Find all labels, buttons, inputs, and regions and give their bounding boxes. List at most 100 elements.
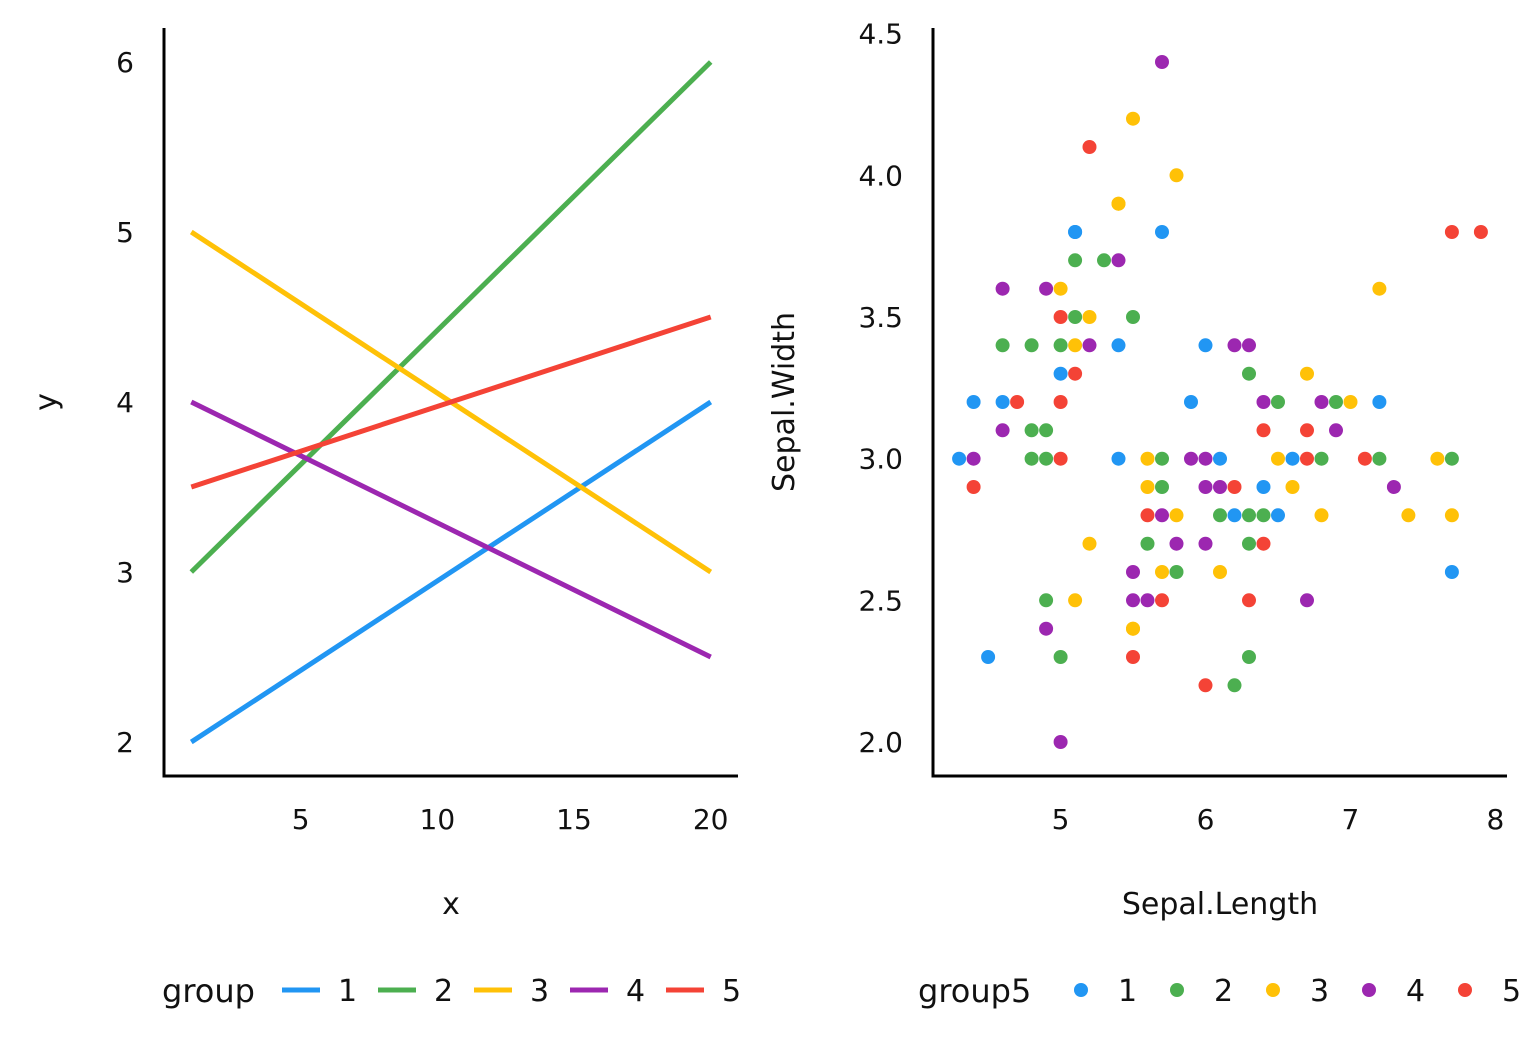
scatter-point	[966, 395, 981, 409]
scatter-point	[1111, 451, 1126, 466]
scatter-chart-x-axis-title: Sepal.Length	[1122, 887, 1318, 922]
scatter-point	[1053, 735, 1068, 749]
legend-label: 1	[338, 974, 357, 1009]
line-series-2	[189, 60, 713, 574]
scatter-point	[1444, 508, 1459, 523]
scatter-series-4	[966, 55, 1401, 749]
y-tick-label: 6	[116, 46, 134, 79]
legend-item-3: 3	[474, 974, 549, 1009]
scatter-point	[1256, 536, 1271, 551]
scatter-point	[1039, 593, 1054, 608]
scatter-point	[1444, 451, 1459, 466]
scatter-point	[1256, 508, 1271, 523]
scatter-point	[995, 338, 1010, 353]
line-chart-x-ticks: 5 10 15 20	[292, 803, 729, 836]
legend-item-2: 2	[1170, 974, 1233, 1009]
scatter-point	[1386, 480, 1401, 494]
scatter-point	[1372, 395, 1387, 409]
scatter-point	[1126, 621, 1140, 636]
y-tick-label: 3.5	[858, 301, 903, 334]
scatter-point	[1271, 508, 1285, 523]
legend-item-4: 4	[1362, 974, 1425, 1009]
legend-label: 3	[1310, 974, 1329, 1009]
scatter-point	[1271, 451, 1285, 466]
scatter-point	[1169, 565, 1184, 579]
scatter-point	[1444, 225, 1459, 239]
scatter-chart-points	[952, 55, 1488, 749]
scatter-point	[1285, 451, 1300, 466]
scatter-point	[1213, 565, 1227, 579]
line-series-4	[190, 399, 712, 660]
legend-key-dot	[1170, 983, 1184, 997]
line-series-1	[189, 399, 713, 745]
scatter-point	[1155, 225, 1169, 239]
scatter-point	[1126, 593, 1140, 608]
scatter-point	[1039, 423, 1054, 438]
scatter-point	[1140, 508, 1155, 523]
scatter-point	[1242, 650, 1256, 664]
scatter-point	[995, 395, 1010, 409]
scatter-point	[1097, 253, 1111, 268]
legend-label: 2	[434, 974, 453, 1009]
scatter-point	[1126, 650, 1140, 664]
legend-label: 3	[530, 974, 549, 1009]
legend-key-dot	[1074, 983, 1088, 997]
scatter-point	[1242, 508, 1256, 523]
legend-label: 4	[626, 974, 645, 1009]
scatter-point	[1111, 196, 1126, 211]
scatter-point	[1053, 338, 1068, 353]
scatter-point	[1126, 310, 1140, 324]
x-tick-label: 15	[556, 803, 592, 836]
scatter-point	[1068, 225, 1083, 239]
scatter-point	[1285, 480, 1300, 494]
scatter-point	[1155, 508, 1169, 523]
legend-item-2: 2	[378, 974, 453, 1009]
legend-label: 4	[1406, 974, 1425, 1009]
scatter-point	[1140, 536, 1155, 551]
line-chart-x-axis-title: x	[442, 887, 460, 922]
scatter-point	[1010, 395, 1025, 409]
scatter-point	[1314, 451, 1329, 466]
scatter-point	[1068, 310, 1083, 324]
scatter-point	[1126, 111, 1140, 126]
y-tick-label: 2	[116, 726, 134, 759]
y-tick-label: 4	[116, 386, 134, 419]
scatter-point	[1039, 451, 1054, 466]
scatter-point	[1068, 593, 1083, 608]
scatter-point	[1329, 423, 1343, 438]
legend-label: 2	[1214, 974, 1233, 1009]
legend-item-5: 5	[666, 974, 741, 1009]
scatter-point	[966, 480, 981, 494]
line-chart-y-axis-title: y	[29, 393, 64, 411]
scatter-point	[1213, 451, 1227, 466]
scatter-point	[1372, 281, 1387, 296]
scatter-point	[1227, 480, 1242, 494]
scatter-point	[1300, 423, 1314, 438]
legend-item-3: 3	[1266, 974, 1329, 1009]
scatter-point	[1053, 451, 1068, 466]
scatter-point	[1242, 593, 1256, 608]
scatter-point	[1024, 451, 1039, 466]
legend-item-1: 1	[282, 974, 357, 1009]
legend-key-dot	[1266, 983, 1280, 997]
scatter-chart-y-ticks: 2.0 2.5 3.0 3.5 4.0 4.5	[858, 18, 903, 759]
y-tick-label: 5	[116, 216, 134, 249]
scatter-point	[1227, 338, 1242, 353]
line-chart-panel: 2 3 4 5 6 5 10 15 20 x y group 1 2 3 4 5	[29, 28, 741, 1010]
scatter-point	[1053, 310, 1068, 324]
scatter-series-2	[995, 253, 1459, 693]
scatter-point	[1256, 395, 1271, 409]
x-tick-label: 5	[1052, 803, 1070, 836]
scatter-point	[1126, 565, 1140, 579]
legend-item-4: 4	[570, 974, 645, 1009]
scatter-point	[1430, 451, 1445, 466]
scatter-point	[1213, 480, 1227, 494]
legend-key-dot	[1458, 983, 1472, 997]
y-tick-label: 4.0	[858, 159, 903, 192]
scatter-point	[1300, 366, 1314, 381]
scatter-point	[1184, 451, 1198, 466]
x-tick-label: 7	[1342, 803, 1360, 836]
scatter-point	[1053, 281, 1068, 296]
x-tick-label: 6	[1197, 803, 1215, 836]
scatter-point	[1111, 253, 1126, 268]
